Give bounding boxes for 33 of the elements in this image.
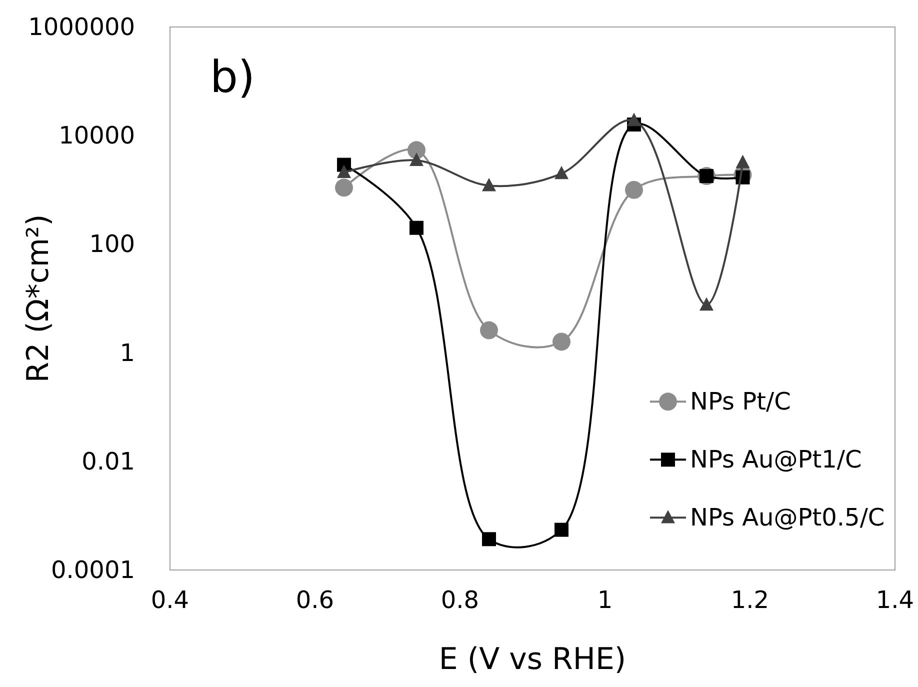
x-tick-label: 0.6	[296, 586, 334, 614]
y-axis-title: R2 (Ω*cm²)	[21, 214, 56, 383]
y-tick-label: 1	[120, 338, 135, 367]
point	[480, 321, 498, 340]
y-tick-label: 1000000	[28, 13, 135, 41]
y-tick-label: 10000	[58, 122, 135, 150]
point	[482, 178, 496, 192]
point	[410, 220, 424, 235]
point	[736, 154, 750, 168]
point	[337, 164, 351, 178]
legend-label: NPs Au@Pt0.5/C	[690, 504, 885, 532]
point	[410, 152, 424, 166]
point	[625, 180, 643, 199]
x-axis-title: E (V vs RHE)	[438, 642, 626, 677]
point	[627, 112, 641, 126]
x-tick-label: 1.4	[876, 586, 914, 614]
x-tick-label: 1.2	[730, 586, 770, 614]
point	[554, 166, 568, 180]
point	[552, 332, 570, 351]
point	[408, 141, 426, 160]
point	[335, 178, 353, 197]
legend-label: NPs Pt/C	[690, 388, 791, 416]
x-tick-label: 0.4	[150, 586, 190, 614]
point	[554, 522, 568, 537]
y-tick-label: 0.0001	[51, 556, 135, 584]
annotation: b)	[210, 52, 256, 103]
point	[700, 297, 714, 311]
x-tick-label: 1	[597, 586, 613, 614]
y-tick-label: 100	[89, 230, 135, 258]
legend-label: NPs Au@Pt1/C	[690, 446, 862, 474]
x-tick-label: 0.8	[440, 586, 480, 614]
point	[482, 532, 496, 546]
y-tick-label: 0.01	[82, 447, 135, 476]
